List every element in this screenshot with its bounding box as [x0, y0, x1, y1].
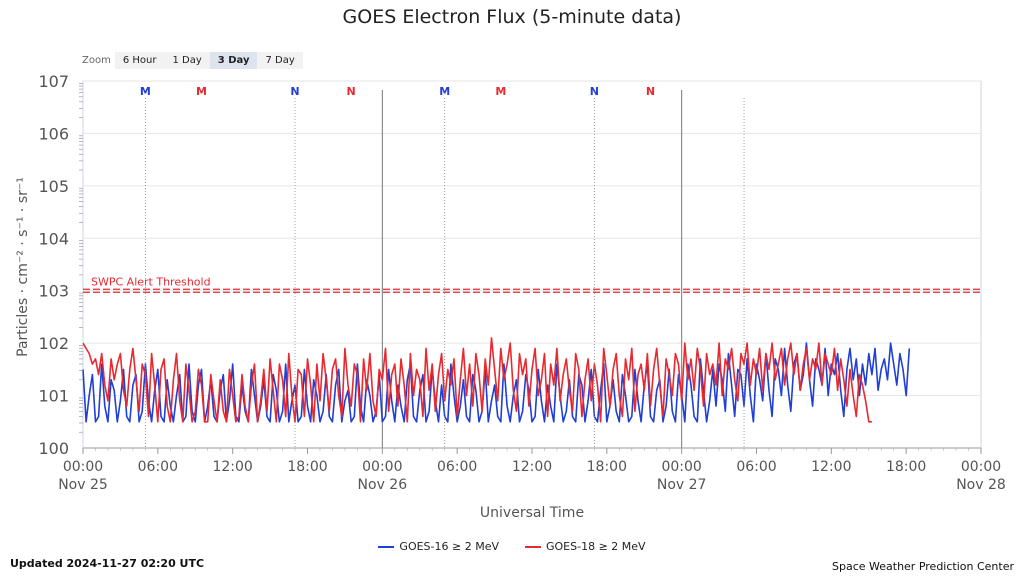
threshold-label: SWPC Alert Threshold	[91, 276, 211, 289]
marker-letter: M	[140, 85, 151, 98]
series-line-goes18	[82, 337, 872, 423]
x-tick-date: Nov 25	[58, 477, 108, 493]
y-tick-base: 10	[38, 124, 58, 143]
x-tick-date: Nov 26	[358, 477, 408, 493]
legend: GOES-16 ≥ 2 MeV GOES-18 ≥ 2 MeV	[0, 540, 1024, 553]
zoom-7-day-button[interactable]: 7 Day	[257, 51, 303, 69]
legend-item-goes18[interactable]: GOES-18 ≥ 2 MeV	[525, 540, 646, 553]
x-tick-time: 18:00	[886, 459, 926, 475]
y-tick-base: 10	[38, 282, 58, 301]
legend-label-goes18: GOES-18 ≥ 2 MeV	[546, 540, 646, 553]
y-tick-base: 10	[38, 387, 58, 406]
y-tick-label: 104	[38, 229, 69, 248]
series-layer	[82, 337, 911, 423]
marker-letter: N	[290, 85, 299, 98]
y-tick-base: 10	[38, 229, 58, 248]
x-tick-time: 06:00	[736, 459, 776, 475]
zoom-bar: Zoom 6 Hour 1 Day 3 Day 7 Day	[82, 50, 303, 70]
y-tick-exponent: 3	[59, 282, 69, 301]
x-tick-time: 18:00	[587, 459, 627, 475]
legend-swatch-goes16	[378, 545, 395, 548]
y-tick-label: 102	[38, 334, 69, 353]
x-tick-time: 12:00	[512, 459, 552, 475]
grid-layer	[82, 80, 982, 449]
zoom-1-day-button[interactable]: 1 Day	[164, 51, 210, 69]
y-tick-exponent: 4	[59, 229, 69, 248]
marker-letter: N	[590, 85, 599, 98]
y-tick-label: 101	[38, 387, 69, 406]
y-tick-exponent: 0	[59, 439, 69, 458]
y-tick-exponent: 1	[59, 387, 69, 406]
marker-letter: M	[439, 85, 450, 98]
threshold-layer: SWPC Alert Threshold	[83, 276, 981, 293]
x-tick-time: 18:00	[287, 459, 327, 475]
legend-swatch-goes18	[525, 545, 541, 548]
x-tick-time: 06:00	[138, 459, 178, 475]
y-tick-base: 10	[38, 334, 58, 353]
y-tick-label: 106	[38, 124, 69, 143]
y-tick-base: 10	[38, 72, 58, 91]
y-tick-label: 107	[38, 72, 69, 91]
updated-timestamp: Updated 2024-11-27 02:20 UTC	[10, 557, 205, 570]
marker-letter: N	[347, 85, 356, 98]
zoom-6-hour-button[interactable]: 6 Hour	[114, 51, 165, 69]
x-tick-time: 12:00	[212, 459, 252, 475]
x-tick-date: Nov 28	[956, 477, 1006, 493]
x-tick-time: 06:00	[437, 459, 477, 475]
y-tick-base: 10	[38, 177, 58, 196]
marker-letter: N	[646, 85, 655, 98]
y-tick-exponent: 6	[59, 124, 69, 143]
y-axis-label: Particles · cm⁻² · s⁻¹ · sr⁻¹	[15, 177, 31, 357]
legend-item-goes16[interactable]: GOES-16 ≥ 2 MeV	[378, 540, 499, 553]
x-axis-label: Universal Time	[480, 505, 584, 521]
x-tick-time: 12:00	[811, 459, 851, 475]
x-tick-date: Nov 27	[657, 477, 707, 493]
x-tick-time: 00:00	[961, 459, 1001, 475]
plot-frame	[82, 80, 982, 449]
legend-label-goes16: GOES-16 ≥ 2 MeV	[399, 540, 499, 553]
y-tick-exponent: 7	[59, 72, 69, 91]
y-tick-base: 10	[38, 439, 58, 458]
x-tick-time: 00:00	[362, 459, 402, 475]
marker-letter: M	[196, 85, 207, 98]
zoom-label: Zoom	[82, 54, 111, 66]
y-tick-label: 103	[38, 282, 69, 301]
y-tick-label: 100	[38, 439, 69, 458]
y-tick-exponent: 2	[59, 334, 69, 353]
zoom-3-day-button[interactable]: 3 Day	[209, 51, 258, 69]
x-tick-time: 00:00	[661, 459, 701, 475]
credit-text: Space Weather Prediction Center	[832, 560, 1014, 573]
y-tick-label: 105	[38, 177, 69, 196]
chart-title: GOES Electron Flux (5-minute data)	[342, 6, 682, 28]
y-tick-exponent: 5	[59, 177, 69, 196]
marker-letter: M	[495, 85, 506, 98]
x-tick-time: 00:00	[63, 459, 103, 475]
